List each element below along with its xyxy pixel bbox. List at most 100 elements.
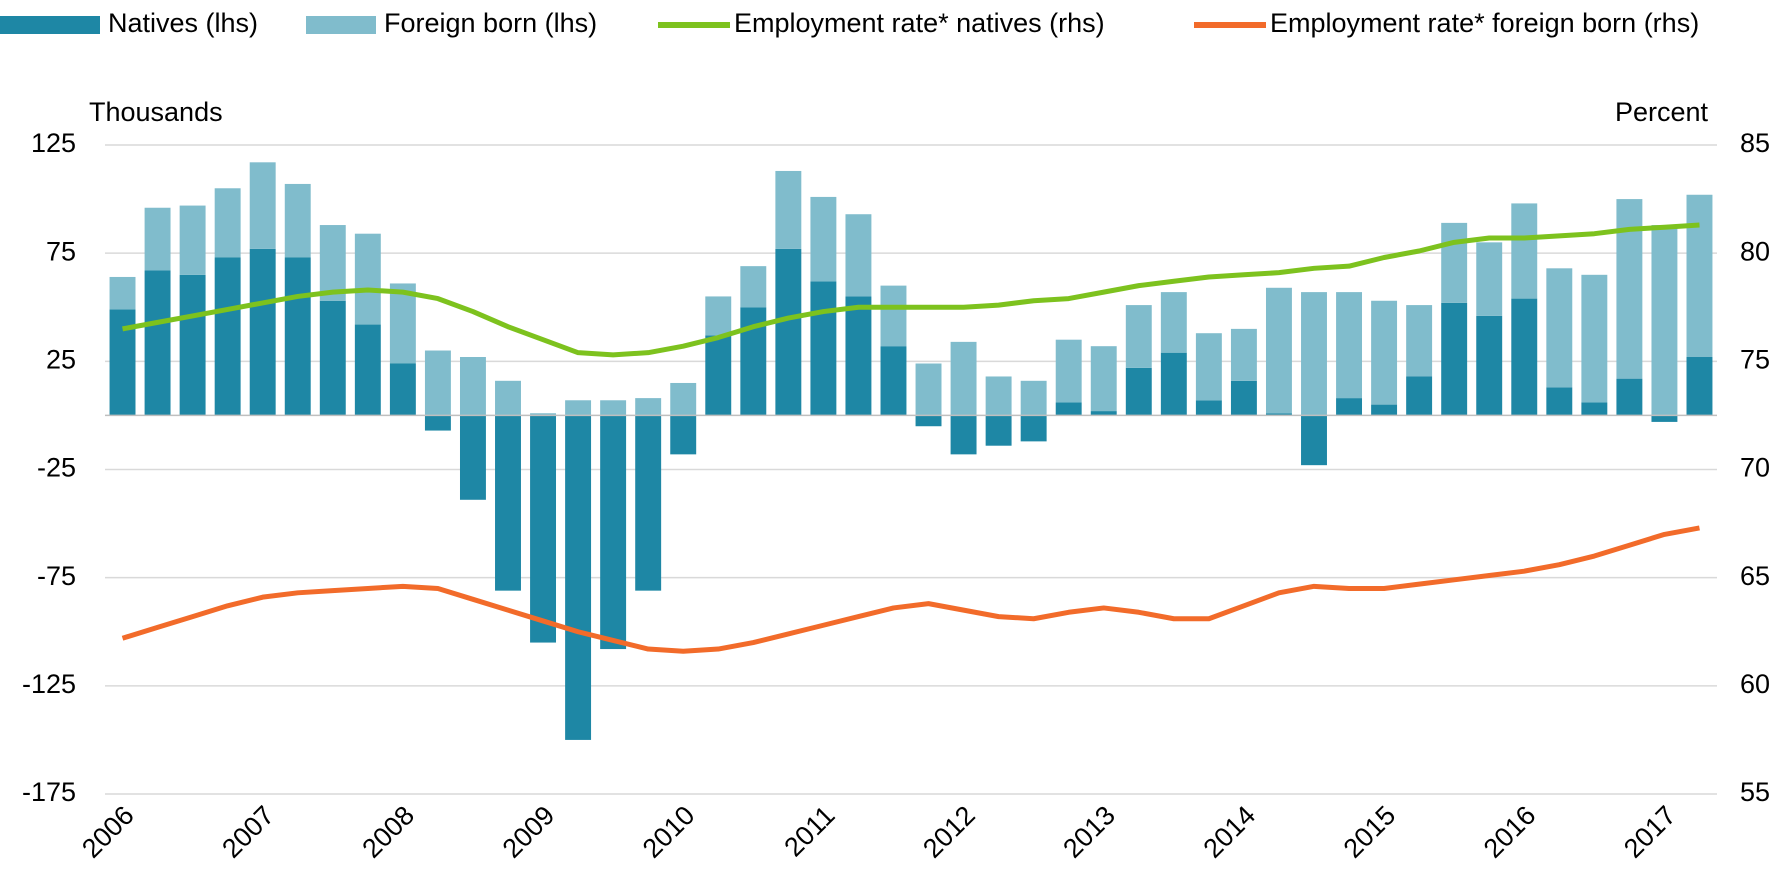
bar [1125, 367, 1152, 416]
x-tick-label: 2006 [76, 800, 140, 864]
y-tick-label: 25 [46, 344, 76, 374]
y2-tick-label: 80 [1740, 236, 1770, 266]
bar [179, 274, 206, 416]
bar [1371, 404, 1398, 416]
bar [1195, 333, 1222, 401]
bar [1265, 413, 1292, 416]
bar [179, 205, 206, 275]
y-tick-label: -75 [37, 561, 76, 591]
bar [1406, 376, 1433, 416]
y2-tick-label: 60 [1740, 669, 1770, 699]
bar [1476, 242, 1503, 316]
bar [495, 415, 521, 591]
bar [1651, 415, 1678, 422]
x-tick-label: 2012 [917, 800, 981, 864]
bar [1336, 292, 1363, 399]
legend-label: Employment rate* natives (rhs) [734, 8, 1105, 38]
y-tick-label: -125 [22, 669, 76, 699]
bar [284, 183, 311, 258]
bar [249, 162, 276, 249]
bar [670, 382, 697, 416]
bar [880, 285, 907, 347]
y-axis-title: Thousands [89, 97, 223, 127]
y-tick-label: 75 [46, 236, 76, 266]
bar [1125, 305, 1152, 368]
bar [1616, 199, 1643, 379]
bar [109, 276, 136, 310]
bar [740, 266, 767, 308]
bar [1195, 400, 1222, 416]
line-series [121, 525, 1700, 654]
bar [144, 270, 171, 416]
bar [1686, 194, 1713, 358]
bar [1160, 352, 1187, 416]
bar [635, 398, 662, 416]
bar [459, 415, 486, 500]
bar [810, 281, 837, 416]
y2-tick-label: 70 [1740, 453, 1770, 483]
x-tick-label: 2016 [1478, 800, 1542, 864]
bar [389, 363, 416, 416]
bar [1020, 415, 1047, 442]
bar [354, 324, 381, 416]
bar [1616, 378, 1643, 416]
bar [775, 170, 802, 249]
bar [354, 233, 381, 325]
bar [459, 357, 486, 416]
bar [424, 350, 451, 416]
line-series [122, 222, 1700, 358]
x-tick-label: 2015 [1338, 800, 1402, 864]
bar [1336, 398, 1363, 416]
bar [705, 296, 732, 336]
bar [985, 376, 1012, 416]
bar [1301, 415, 1327, 466]
bar [915, 363, 942, 416]
bar [1230, 328, 1257, 381]
bar [214, 188, 241, 258]
bar [600, 415, 627, 650]
bar [249, 248, 276, 416]
legend-swatch [306, 16, 376, 34]
x-tick-label: 2010 [637, 800, 701, 864]
y2-tick-label: 55 [1740, 777, 1770, 807]
bar [915, 415, 942, 427]
y2-tick-label: 85 [1740, 128, 1770, 158]
y-tick-label: -175 [22, 777, 76, 807]
bar [284, 257, 311, 416]
bar [389, 283, 416, 364]
bar [1511, 298, 1538, 416]
bar [1441, 302, 1468, 416]
legend-label: Employment rate* foreign born (rhs) [1270, 8, 1699, 38]
bar [530, 413, 557, 416]
bar [1476, 315, 1503, 416]
bar [565, 400, 592, 416]
bar [1651, 225, 1678, 416]
bar [1406, 305, 1433, 377]
x-tick-label: 2009 [497, 800, 561, 864]
bar [775, 248, 802, 416]
bar [319, 300, 346, 416]
bar [144, 207, 171, 271]
bar [950, 415, 977, 455]
legend-label: Foreign born (lhs) [384, 8, 597, 38]
bar [1020, 380, 1047, 416]
bar [424, 415, 451, 431]
x-tick-label: 2008 [356, 800, 420, 864]
bar [635, 415, 662, 591]
bar [1055, 339, 1082, 403]
bar [880, 346, 907, 416]
y-tick-label: -25 [37, 453, 76, 483]
bar [1090, 346, 1117, 412]
x-tick-label: 2007 [216, 800, 280, 864]
bar [1230, 380, 1257, 416]
bar [214, 257, 241, 416]
legend-label: Natives (lhs) [108, 8, 258, 38]
bar [845, 214, 872, 297]
x-tick-label: 2011 [778, 800, 840, 862]
bar [530, 415, 557, 643]
bar [1160, 292, 1187, 353]
bar [1265, 287, 1292, 414]
bar [1546, 268, 1573, 388]
bar [1581, 402, 1608, 416]
